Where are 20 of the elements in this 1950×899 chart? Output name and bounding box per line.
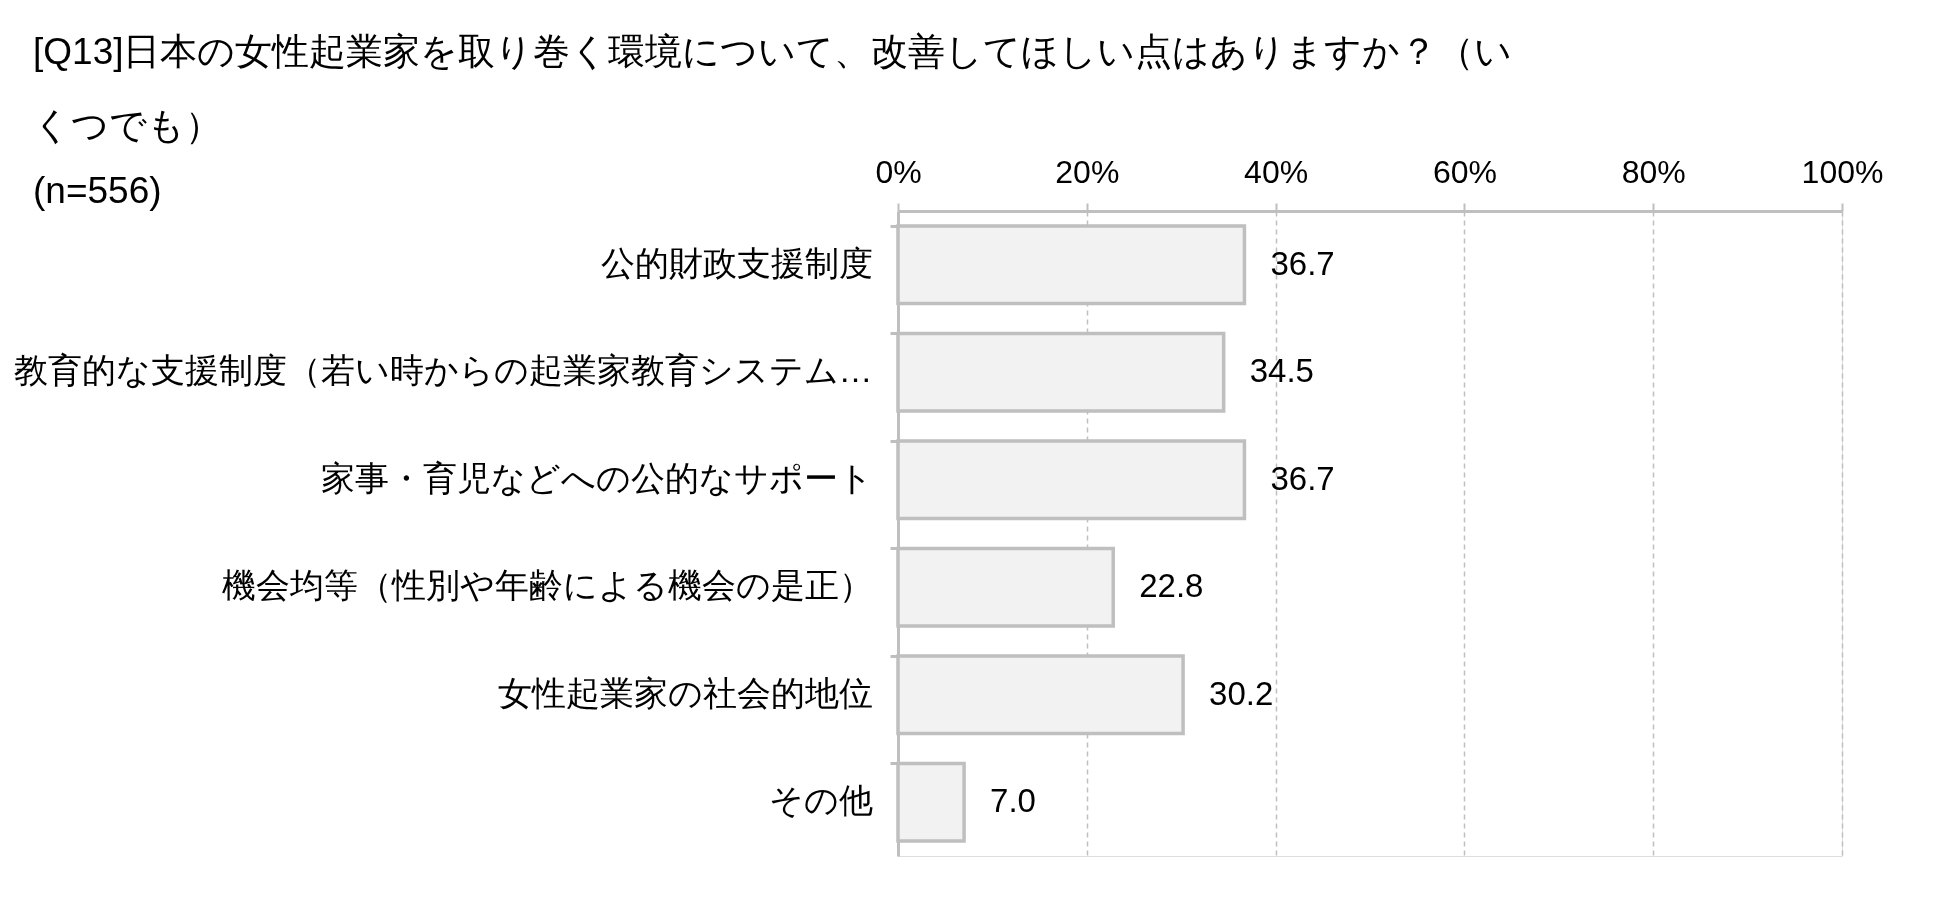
x-tick-label: 0% (875, 153, 922, 190)
y-tick-label: その他 (768, 781, 873, 820)
y-tick-label: 女性起業家の社会的地位 (497, 673, 873, 712)
chart-title: [Q13]日本の女性起業家を取り巻く環境について、改善してほしい点はありますか？（いくつでも） (33, 31, 1513, 146)
y-tick-label: 機会均等（性別や年齢による機会の是正） (221, 566, 873, 605)
y-tick-label: 家事・育児などへの公的なサポート (320, 458, 873, 497)
x-tick-label: 100% (1801, 153, 1884, 190)
x-tick-label: 20% (1055, 153, 1120, 190)
x-tick-label: 40% (1244, 153, 1309, 190)
data-label: 30.2 (1209, 674, 1274, 712)
x-tick-label: 60% (1432, 153, 1497, 190)
y-tick-label: 教育的な支援制度（若い時からの起業家教育システム… (13, 351, 873, 390)
data-label: 36.7 (1270, 459, 1335, 497)
data-label: 22.8 (1139, 567, 1204, 605)
data-label: 34.5 (1249, 352, 1314, 390)
data-label: 7.0 (990, 782, 1036, 820)
data-label: 36.7 (1270, 244, 1335, 282)
y-tick-label: 公的財政支援制度 (600, 243, 873, 282)
x-tick-label: 80% (1621, 153, 1686, 190)
text: (n=556) (33, 170, 162, 211)
